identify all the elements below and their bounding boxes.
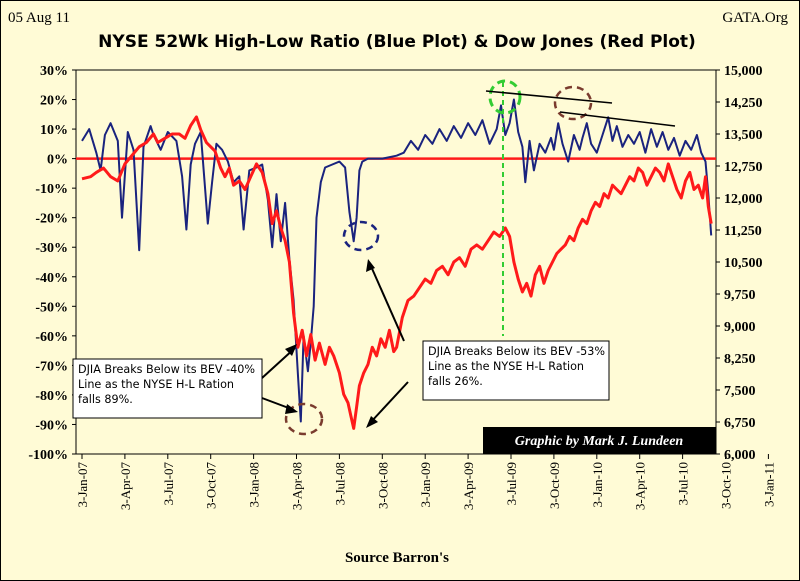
credit-box: Graphic by Mark J. Lundeen bbox=[483, 427, 716, 454]
x-tick-label: 3-Jul-08 bbox=[332, 462, 347, 505]
x-tick-label: 3-Oct-10 bbox=[719, 462, 734, 509]
trend-line-1 bbox=[485, 90, 613, 104]
annotation-box-1: DJIA Breaks Below its BEV -40% Line as t… bbox=[72, 358, 263, 419]
left-y-axis: 30% 20% 10% 0% -10% -20% -30% -40% -50% -60% -70% -… bbox=[28, 64, 76, 463]
right-tick-label: 6,000 bbox=[724, 448, 756, 463]
x-tick-label: 3-Apr-07 bbox=[118, 462, 133, 511]
x-tick-label: 3-Jan-10 bbox=[590, 462, 605, 508]
left-tick-label: 10% bbox=[40, 123, 68, 138]
x-tick-label: 3-Jan-08 bbox=[247, 462, 262, 508]
x-tick-label: 3-Oct-08 bbox=[375, 462, 390, 509]
x-tick-label: 3-Apr-09 bbox=[461, 462, 476, 510]
arrow-2-down-head bbox=[366, 416, 378, 428]
right-tick-label: 12,000 bbox=[724, 192, 763, 207]
left-tick-label: -30% bbox=[35, 241, 68, 256]
right-tick-label: 15,000 bbox=[724, 64, 763, 79]
annotation-text-2: DJIA Breaks Below its BEV -53% Line as t… bbox=[428, 345, 606, 388]
left-tick-label: 0% bbox=[47, 153, 68, 168]
left-tick-label: -40% bbox=[35, 271, 68, 286]
x-tick-label: 3-Jan-07 bbox=[75, 462, 90, 508]
series-layer bbox=[76, 98, 716, 430]
x-tick-label: 3-Jan-11 bbox=[761, 462, 776, 507]
highlight-circle-green bbox=[488, 79, 522, 115]
arrow-2-up-head bbox=[366, 259, 375, 272]
right-tick-label: 6,750 bbox=[724, 416, 756, 431]
credit-text: Graphic by Mark J. Lundeen bbox=[515, 434, 684, 449]
right-tick-label: 9,750 bbox=[724, 288, 756, 303]
series-line-blue bbox=[81, 98, 713, 423]
left-tick-label: -10% bbox=[35, 182, 68, 197]
trend-line-2 bbox=[559, 111, 676, 127]
left-tick-label: -50% bbox=[35, 300, 68, 315]
x-tick-label: 3-Oct-07 bbox=[204, 462, 219, 509]
x-axis: 3-Jan-07 3-Apr-07 3-Jul-07 3-Oct-07 3-Jan-08… bbox=[75, 454, 776, 511]
right-tick-label: 13,500 bbox=[724, 128, 763, 143]
x-tick-label: 3-Jan-09 bbox=[418, 462, 433, 508]
annotation-marks bbox=[261, 79, 676, 436]
x-tick-label: 3-Jul-07 bbox=[161, 462, 176, 506]
right-tick-label: 7,500 bbox=[724, 384, 756, 399]
arrow-2-up bbox=[369, 263, 405, 342]
left-tick-label: -100% bbox=[28, 448, 68, 463]
right-tick-label: 11,250 bbox=[724, 224, 762, 239]
left-tick-label: -90% bbox=[35, 418, 68, 433]
right-tick-label: 10,500 bbox=[724, 256, 763, 271]
series-line-red bbox=[81, 115, 713, 430]
left-tick-label: 30% bbox=[40, 64, 68, 79]
x-tick-label: 3-Jul-10 bbox=[676, 462, 691, 505]
x-tick-label: 3-Apr-10 bbox=[633, 462, 648, 510]
highlight-circle-brown-top bbox=[553, 85, 593, 121]
left-tick-label: -20% bbox=[35, 212, 68, 227]
source-label: GATA.Org bbox=[722, 10, 788, 26]
chart-title: NYSE 52Wk High-Low Ratio (Blue Plot) & D… bbox=[98, 32, 696, 52]
x-axis-title: Source Barron's bbox=[345, 550, 449, 566]
right-tick-label: 14,250 bbox=[724, 96, 763, 111]
highlight-circle-navy bbox=[342, 220, 380, 252]
arrow-1-up-head bbox=[285, 344, 297, 356]
right-y-axis: 15,000 14,250 13,500 12,750 12,000 11,250 10,5… bbox=[716, 64, 763, 463]
arrow-1-down-head bbox=[285, 404, 298, 414]
left-tick-label: -60% bbox=[35, 330, 68, 345]
annotation-text-1: DJIA Breaks Below its BEV -40% Line as t… bbox=[78, 363, 256, 406]
highlight-circle-brown-bottom bbox=[284, 402, 324, 436]
x-tick-label: 3-Jul-09 bbox=[504, 462, 519, 505]
left-tick-label: 20% bbox=[40, 94, 68, 109]
right-tick-label: 9,000 bbox=[724, 320, 756, 335]
left-tick-label: -70% bbox=[35, 359, 68, 374]
x-tick-label: 3-Apr-08 bbox=[290, 462, 305, 510]
arrow-2-down bbox=[369, 381, 409, 424]
date-label: 05 Aug 11 bbox=[8, 10, 70, 26]
right-tick-label: 12,750 bbox=[724, 160, 763, 175]
right-tick-label: 8,250 bbox=[724, 352, 756, 367]
annotation-box-2: DJIA Breaks Below its BEV -53% Line as t… bbox=[422, 340, 610, 401]
left-tick-label: -80% bbox=[35, 389, 68, 404]
x-tick-label: 3-Oct-09 bbox=[547, 462, 562, 509]
